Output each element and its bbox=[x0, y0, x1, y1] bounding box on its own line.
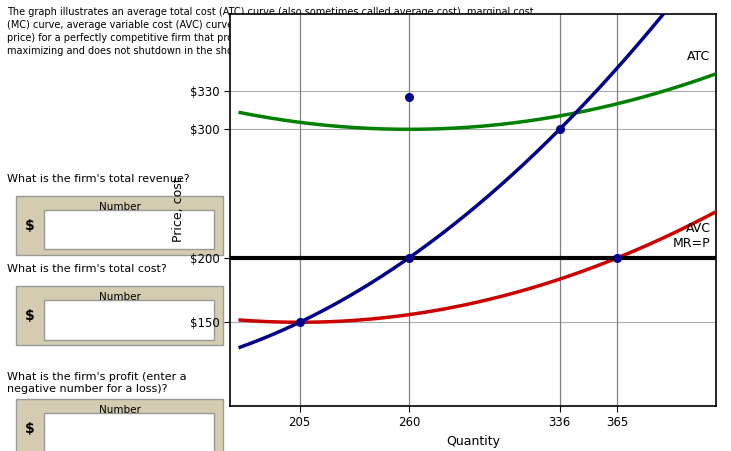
X-axis label: Quantity: Quantity bbox=[447, 435, 500, 448]
Text: $: $ bbox=[26, 219, 35, 233]
FancyBboxPatch shape bbox=[16, 196, 224, 255]
Text: What is the firm's profit (enter a
negative number for a loss)?: What is the firm's profit (enter a negat… bbox=[7, 372, 186, 394]
FancyBboxPatch shape bbox=[44, 300, 214, 340]
Text: Number: Number bbox=[99, 202, 140, 212]
FancyBboxPatch shape bbox=[16, 399, 224, 451]
FancyBboxPatch shape bbox=[44, 413, 214, 451]
Text: Number: Number bbox=[99, 405, 140, 414]
Text: What is the firm's total cost?: What is the firm's total cost? bbox=[7, 264, 167, 274]
Text: MR=P: MR=P bbox=[673, 237, 711, 250]
FancyBboxPatch shape bbox=[16, 286, 224, 345]
Text: AVC: AVC bbox=[686, 222, 711, 235]
Text: What is the firm's total revenue?: What is the firm's total revenue? bbox=[7, 174, 189, 184]
Y-axis label: Price, cost: Price, cost bbox=[172, 177, 184, 242]
Text: Number: Number bbox=[99, 292, 140, 302]
Text: ATC: ATC bbox=[687, 51, 711, 64]
Text: $: $ bbox=[26, 422, 35, 436]
Text: $: $ bbox=[26, 309, 35, 323]
Text: The graph illustrates an average total cost (ATC) curve (also sometimes called a: The graph illustrates an average total c… bbox=[7, 7, 534, 56]
FancyBboxPatch shape bbox=[44, 210, 214, 249]
